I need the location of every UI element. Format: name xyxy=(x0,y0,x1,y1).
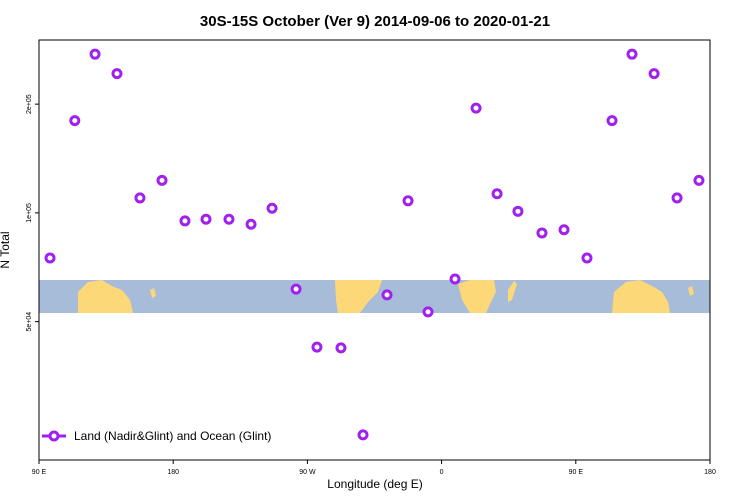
point xyxy=(266,202,278,214)
point xyxy=(69,115,81,127)
y-tick-label: 1e+05 xyxy=(26,203,33,223)
point xyxy=(111,68,123,80)
point xyxy=(648,68,660,80)
point xyxy=(89,48,101,60)
point xyxy=(156,174,168,186)
plot-frame xyxy=(38,39,711,461)
point xyxy=(179,215,191,227)
point xyxy=(558,224,570,236)
point xyxy=(200,213,212,225)
point xyxy=(357,429,369,441)
point xyxy=(512,205,524,217)
point xyxy=(44,252,56,264)
point xyxy=(606,115,618,127)
point xyxy=(470,102,482,114)
point xyxy=(536,227,548,239)
point xyxy=(402,195,414,207)
point xyxy=(693,174,705,186)
point xyxy=(223,213,235,225)
point xyxy=(422,306,434,318)
point xyxy=(491,188,503,200)
y-tick-label: 5e+04 xyxy=(26,312,33,332)
y-tick-label: 2e+05 xyxy=(26,94,33,114)
x-tick-label: 180 xyxy=(167,469,179,476)
point xyxy=(134,192,146,204)
chart-title: 30S-15S October (Ver 9) 2014-09-06 to 20… xyxy=(200,13,550,30)
point xyxy=(335,342,347,354)
point xyxy=(449,273,461,285)
x-tick-label: 90 E xyxy=(32,469,47,476)
point xyxy=(671,192,683,204)
legend-label: Land (Nadir&Glint) and Ocean (Glint) xyxy=(74,429,271,443)
point xyxy=(245,218,257,230)
x-tick-label: 90 E xyxy=(569,469,584,476)
legend: Land (Nadir&Glint) and Ocean (Glint) xyxy=(42,429,271,443)
point xyxy=(290,283,302,295)
point xyxy=(581,252,593,264)
map-strip xyxy=(39,280,710,313)
x-tick-label: 0 xyxy=(440,469,444,476)
y-axis-label: N Total xyxy=(0,231,12,268)
x-tick-label: 180 xyxy=(704,469,716,476)
x-tick-label: 90 W xyxy=(299,469,316,476)
point xyxy=(381,289,393,301)
legend-marker xyxy=(48,430,60,442)
point xyxy=(311,341,323,353)
x-axis-label: Longitude (deg E) xyxy=(327,477,422,491)
point xyxy=(626,48,638,60)
